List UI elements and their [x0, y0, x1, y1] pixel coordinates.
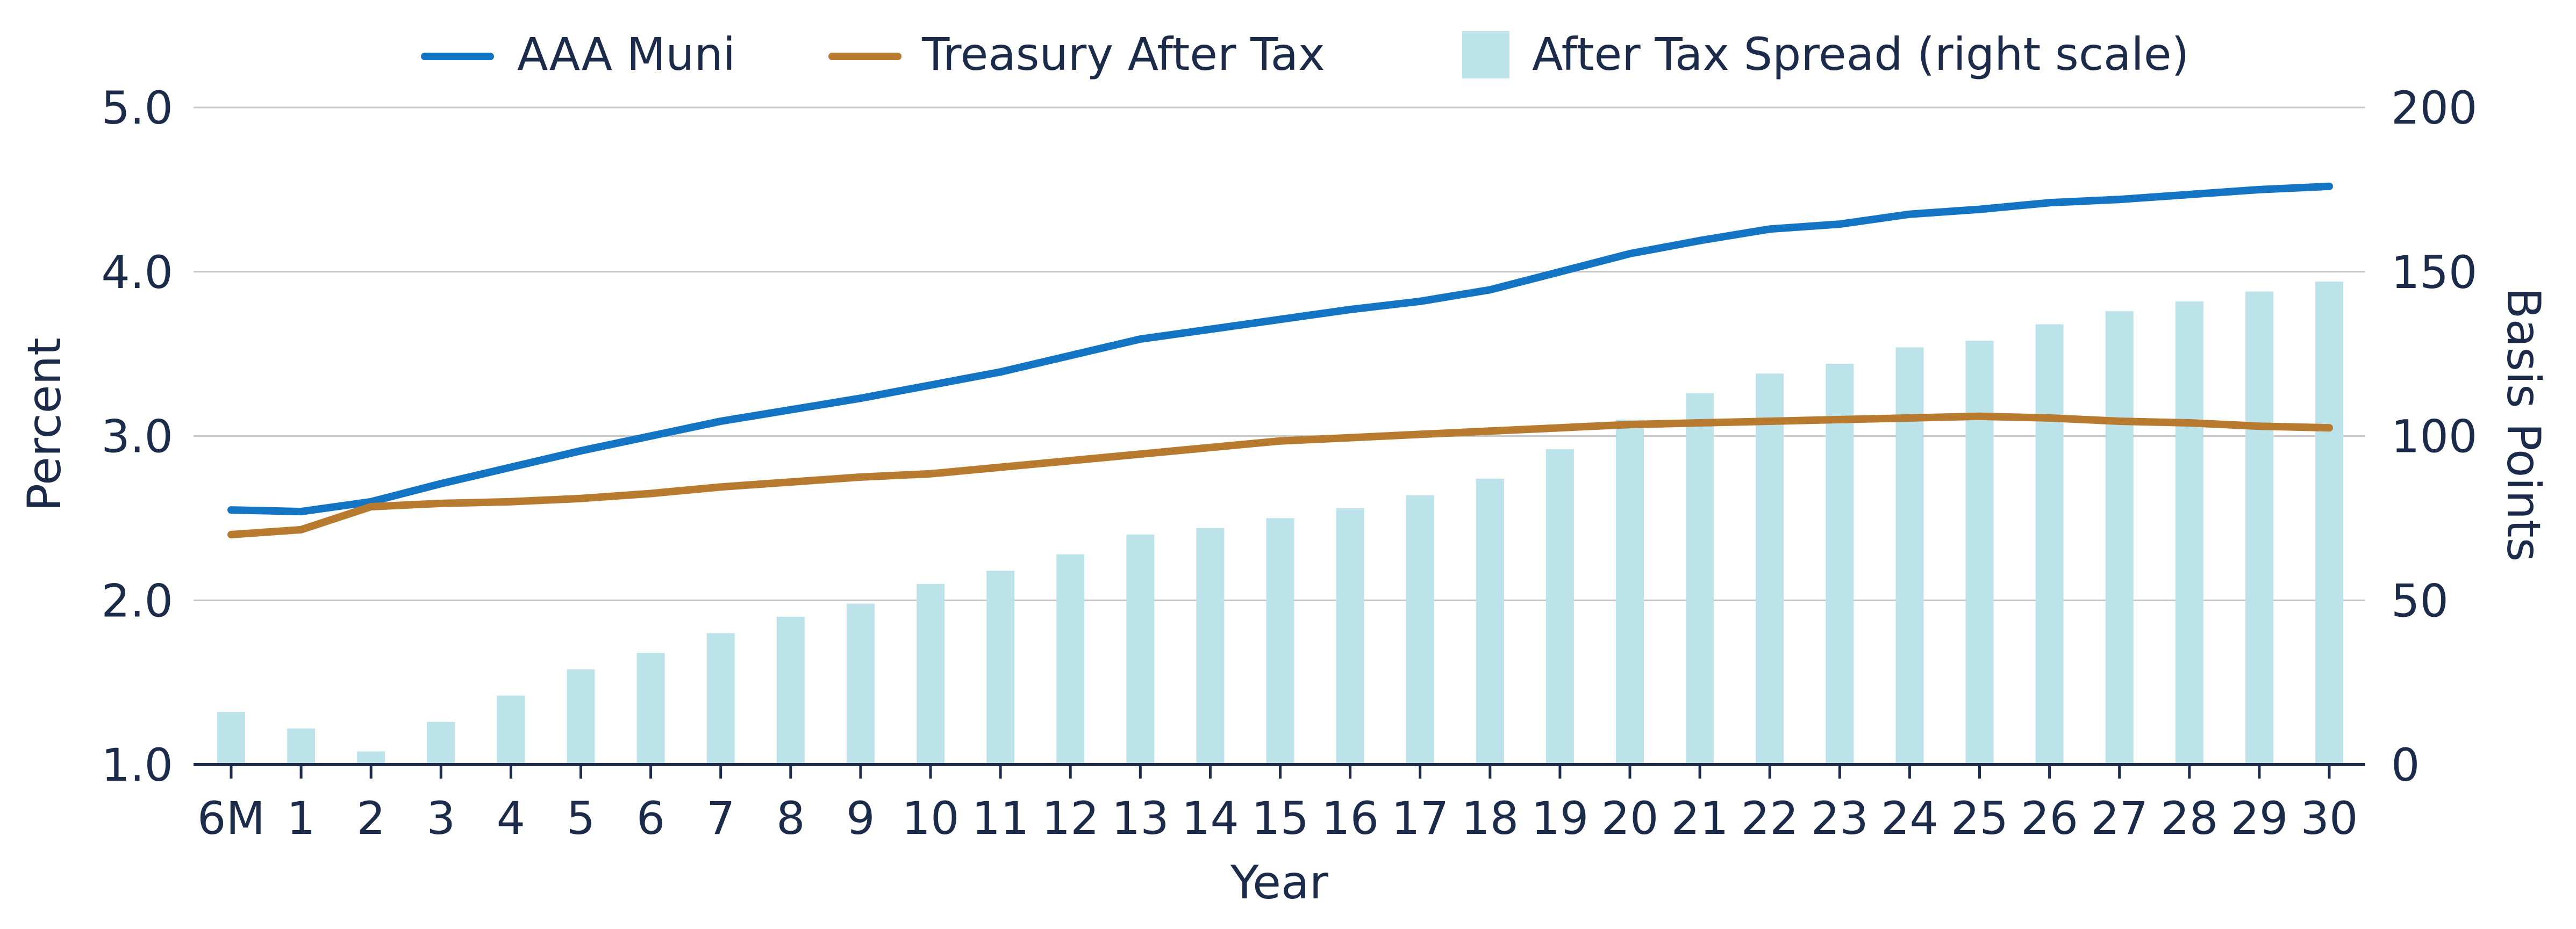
x-tick-label: 10 [902, 792, 960, 845]
bar-after-tax-spread [1965, 341, 1994, 765]
bar-after-tax-spread [1406, 495, 1434, 765]
y-left-tick-label: 3.0 [101, 411, 173, 463]
x-tick-label: 24 [1881, 792, 1938, 845]
bar-after-tax-spread [1686, 393, 1714, 765]
x-tick-label: 9 [846, 792, 875, 845]
x-tick-label: 22 [1741, 792, 1799, 845]
legend-label-aaa-muni: AAA Muni [517, 28, 735, 81]
x-tick-label: 26 [2021, 792, 2078, 845]
y-left-tick-label: 5.0 [101, 82, 173, 134]
x-tick-label: 27 [2091, 792, 2148, 845]
x-tick-label: 21 [1671, 792, 1729, 845]
bar-after-tax-spread [1895, 347, 1924, 765]
bar-after-tax-spread [706, 633, 735, 765]
x-tick-label: 25 [1951, 792, 2008, 845]
bar-after-tax-spread [427, 722, 455, 765]
line-aaa-muni [227, 182, 2333, 516]
bar-after-tax-spread [1476, 478, 1504, 765]
x-tick-label: 23 [1811, 792, 1869, 845]
bar-after-tax-spread [287, 728, 316, 765]
lines [227, 182, 2333, 538]
legend-label-after-tax-spread: After Tax Spread (right scale) [1532, 28, 2189, 81]
x-tick-label: 3 [427, 792, 455, 845]
x-tick-label: 8 [776, 792, 805, 845]
bar-after-tax-spread [1336, 508, 1364, 765]
axes [194, 763, 2365, 779]
y-right-tick-label: 100 [2391, 411, 2477, 463]
legend-swatch-after-tax-spread [1462, 31, 1509, 78]
x-tick-label: 6 [636, 792, 665, 845]
x-tick-label: 30 [2301, 792, 2358, 845]
x-tick-label: 16 [1321, 792, 1379, 845]
x-tick-label: 20 [1601, 792, 1659, 845]
bar-after-tax-spread [2245, 291, 2273, 765]
y-axis-title-left: Percent [18, 337, 71, 512]
x-tick-label: 18 [1461, 792, 1519, 845]
x-tick-label: 6M [197, 792, 265, 845]
x-tick-label: 7 [706, 792, 735, 845]
x-tick-label: 17 [1391, 792, 1449, 845]
y-right-tick-label: 200 [2391, 82, 2477, 134]
line-treasury-after-tax [227, 412, 2333, 538]
bar-after-tax-spread [2175, 301, 2203, 765]
y-left-tick-label: 2.0 [101, 574, 173, 627]
x-tick-label: 5 [567, 792, 595, 845]
bar-after-tax-spread [2105, 311, 2134, 765]
bar-after-tax-spread [846, 603, 875, 765]
y-right-tick-label: 150 [2391, 246, 2477, 299]
bar-after-tax-spread [1756, 373, 1784, 765]
x-tick-label: 19 [1531, 792, 1588, 845]
x-tick-label: 1 [287, 792, 315, 845]
y-axis-title-right: Basis Points [2496, 287, 2550, 562]
bar-after-tax-spread [357, 751, 385, 765]
bar-after-tax-spread [217, 712, 245, 765]
bar-after-tax-spread [1616, 419, 1644, 765]
x-tick-label: 29 [2230, 792, 2288, 845]
x-tick-label: 14 [1182, 792, 1239, 845]
bar-after-tax-spread [1826, 363, 1854, 765]
bar-after-tax-spread [1266, 518, 1294, 765]
bar-after-tax-spread [776, 616, 805, 765]
x-tick-label: 28 [2160, 792, 2218, 845]
y-left-tick-label: 4.0 [101, 246, 173, 299]
x-axis-title: Year [1230, 856, 1329, 910]
bar-after-tax-spread [986, 571, 1015, 765]
x-tick-label: 4 [497, 792, 525, 845]
bar-after-tax-spread [636, 653, 665, 765]
x-tick-label: 2 [356, 792, 385, 845]
bar-after-tax-spread [497, 695, 525, 765]
bar-after-tax-spread [2035, 324, 2064, 765]
legend: AAA Muni Treasury After Tax After Tax Sp… [421, 28, 2189, 81]
x-tick-label: 13 [1112, 792, 1169, 845]
spread-bars [217, 282, 2343, 765]
bar-after-tax-spread [1545, 449, 1574, 765]
bar-after-tax-spread [567, 669, 595, 765]
bar-after-tax-spread [1196, 528, 1225, 765]
x-tick-label: 12 [1042, 792, 1099, 845]
bar-after-tax-spread [1126, 534, 1155, 765]
bar-after-tax-spread [917, 584, 944, 765]
bar-after-tax-spread [1056, 554, 1085, 765]
x-tick-label: 11 [972, 792, 1029, 845]
y-left-tick-label: 1.0 [101, 739, 173, 791]
y-right-tick-label: 50 [2391, 574, 2449, 627]
x-tick-label: 15 [1251, 792, 1309, 845]
y-right-tick-label: 0 [2391, 739, 2420, 791]
bar-after-tax-spread [2315, 282, 2343, 765]
legend-label-treasury-after-tax: Treasury After Tax [921, 28, 1325, 81]
